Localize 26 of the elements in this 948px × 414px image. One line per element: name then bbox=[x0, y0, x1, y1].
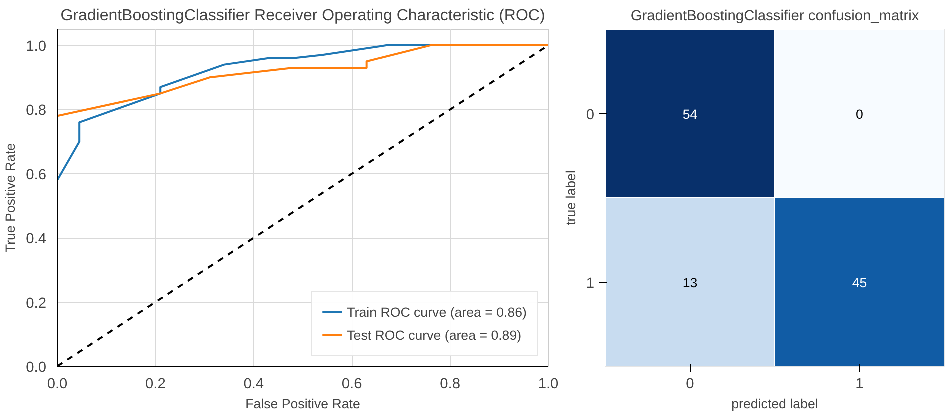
x-tick-label: 0.8 bbox=[440, 376, 460, 392]
x-tick-label: 0.0 bbox=[47, 376, 68, 392]
data-label: 54 bbox=[682, 106, 698, 122]
y-tick-label: 1.0 bbox=[26, 39, 46, 56]
x-tick-label: 1.0 bbox=[538, 376, 559, 392]
data-label: 45 bbox=[852, 275, 868, 290]
legend-label: Train ROC curve (area = 0.86) bbox=[347, 304, 527, 320]
x-axis-title: False Positive Rate bbox=[246, 396, 360, 412]
y-tick-label: 0.0 bbox=[26, 360, 46, 376]
y-tick-label: 0.2 bbox=[26, 296, 46, 312]
y-axis-title: True Positive Rate bbox=[3, 143, 18, 253]
y-axis-title: true label bbox=[563, 170, 578, 226]
data-label: 0 bbox=[856, 106, 864, 122]
legend-label: Test ROC curve (area = 0.89) bbox=[347, 328, 522, 342]
y-tick-label: 0.6 bbox=[26, 167, 46, 184]
x-tick-label: 0.6 bbox=[342, 376, 362, 392]
x-tick-label: 0.4 bbox=[244, 376, 264, 392]
chart-title: GradientBoostingClassifier Receiver Operating Characteristic (ROC) bbox=[60, 8, 546, 24]
x-tick-label: 1 bbox=[856, 376, 864, 392]
y-tick-label: 0.4 bbox=[26, 232, 46, 248]
data-label: 13 bbox=[682, 275, 698, 290]
y-tick-label: 0.8 bbox=[26, 103, 46, 120]
x-tick-label: 0 bbox=[686, 376, 694, 392]
chart-title: GradientBoostingClassifier confusion_matrix bbox=[630, 8, 920, 24]
x-tick-label: 0.2 bbox=[146, 376, 166, 392]
x-axis-title: predicted label bbox=[732, 396, 818, 412]
